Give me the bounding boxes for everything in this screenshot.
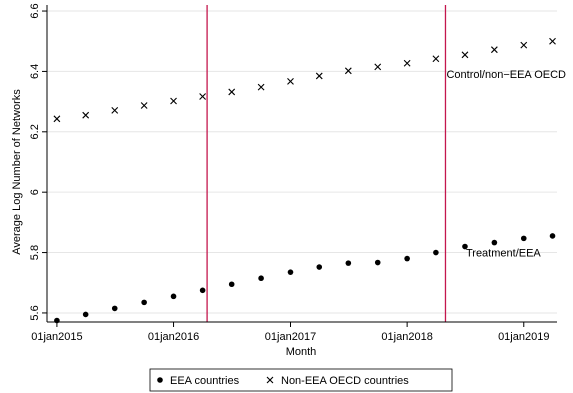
point-cross-stroke xyxy=(315,72,323,80)
x-tick-label: 01jan2019 xyxy=(498,331,549,343)
point-eea xyxy=(258,275,264,282)
x-tick-label: 01jan2018 xyxy=(381,331,432,343)
point-non-eea xyxy=(432,55,440,63)
point-non-eea xyxy=(111,106,119,114)
treatment-lines xyxy=(206,5,447,322)
point-cross-stroke xyxy=(287,77,294,85)
x-tick-label: 01jan2017 xyxy=(265,331,316,343)
y-tick-label: 6.4 xyxy=(29,64,41,79)
point-eea xyxy=(111,305,118,312)
point-cross-stroke xyxy=(520,41,528,49)
point-eea xyxy=(316,264,323,270)
grid xyxy=(47,10,557,314)
point-eea xyxy=(345,260,352,266)
point-non-eea xyxy=(228,88,236,96)
point-non-eea xyxy=(170,97,177,105)
annotation-treatment: Treatment/EEA xyxy=(466,248,541,260)
point-non-eea xyxy=(520,41,528,49)
point-non-eea xyxy=(461,51,469,59)
point-cross-stroke xyxy=(140,102,148,109)
point-eea xyxy=(520,235,527,242)
y-tick-label: 5.8 xyxy=(29,245,41,260)
point-eea xyxy=(170,293,177,300)
point-eea xyxy=(287,269,294,275)
point-eea xyxy=(404,255,410,262)
x-tick-label: 01jan2015 xyxy=(31,331,82,343)
point-eea xyxy=(141,299,147,306)
legend-frame xyxy=(149,368,453,392)
point-non-eea xyxy=(403,59,411,67)
point-non-eea xyxy=(315,72,323,80)
annotation-control: Control/non−EEA OECD xyxy=(446,69,566,81)
legend-marker-non-eea xyxy=(266,376,274,384)
point-non-eea xyxy=(549,37,556,45)
point-cross-stroke xyxy=(344,67,352,75)
y-tick-label: 6.6 xyxy=(29,3,41,18)
point-cross-stroke xyxy=(82,111,90,119)
point-non-eea xyxy=(140,102,148,109)
point-eea xyxy=(374,259,381,266)
point-cross-stroke xyxy=(374,63,382,71)
point-cross-stroke xyxy=(432,55,440,63)
annotations: Control/non−EEA OECD Treatment/EEA xyxy=(446,69,566,260)
legend-label-eea: EEA countries xyxy=(170,375,240,387)
point-eea xyxy=(462,243,468,250)
point-cross-stroke xyxy=(53,115,61,123)
point-eea xyxy=(228,281,235,288)
point-cross-stroke xyxy=(461,51,469,59)
point-non-eea xyxy=(82,111,90,119)
point-non-eea xyxy=(374,63,382,71)
y-tick-label: 5.6 xyxy=(29,305,41,320)
point-cross-stroke xyxy=(111,106,119,114)
point-cross-stroke xyxy=(257,83,265,91)
x-tick-label: 01jan2016 xyxy=(148,331,199,343)
y-axis-title: Average Log Number of Networks xyxy=(11,89,23,255)
y-tick-label: 6.2 xyxy=(29,124,41,139)
point-eea xyxy=(199,287,206,294)
legend-marker-eea xyxy=(157,377,163,383)
point-cross-stroke xyxy=(490,46,498,54)
point-non-eea xyxy=(257,83,265,91)
point-non-eea xyxy=(490,46,498,54)
point-non-eea xyxy=(287,77,294,85)
point-eea xyxy=(549,233,556,239)
point-eea xyxy=(82,311,89,318)
legend: EEA countries Non-EEA OECD countries xyxy=(149,368,453,392)
legend-label-non-eea: Non-EEA OECD countries xyxy=(281,375,409,387)
point-cross-stroke xyxy=(199,93,207,100)
y-tick-label: 6 xyxy=(29,189,41,195)
x-axis-title: Month xyxy=(286,346,317,358)
point-eea xyxy=(491,239,498,246)
axes: 5.6 5.8 6 6.2 6.4 6.6 01jan2015 01jan2016 01jan2… xyxy=(29,3,557,343)
point-cross-stroke xyxy=(228,88,236,96)
point-cross-stroke xyxy=(170,97,177,105)
point-cross-stroke xyxy=(549,37,556,45)
point-non-eea xyxy=(53,115,61,123)
point-non-eea xyxy=(344,67,352,75)
point-eea xyxy=(433,249,439,256)
point-non-eea xyxy=(199,93,207,100)
point-cross-stroke xyxy=(403,59,411,67)
